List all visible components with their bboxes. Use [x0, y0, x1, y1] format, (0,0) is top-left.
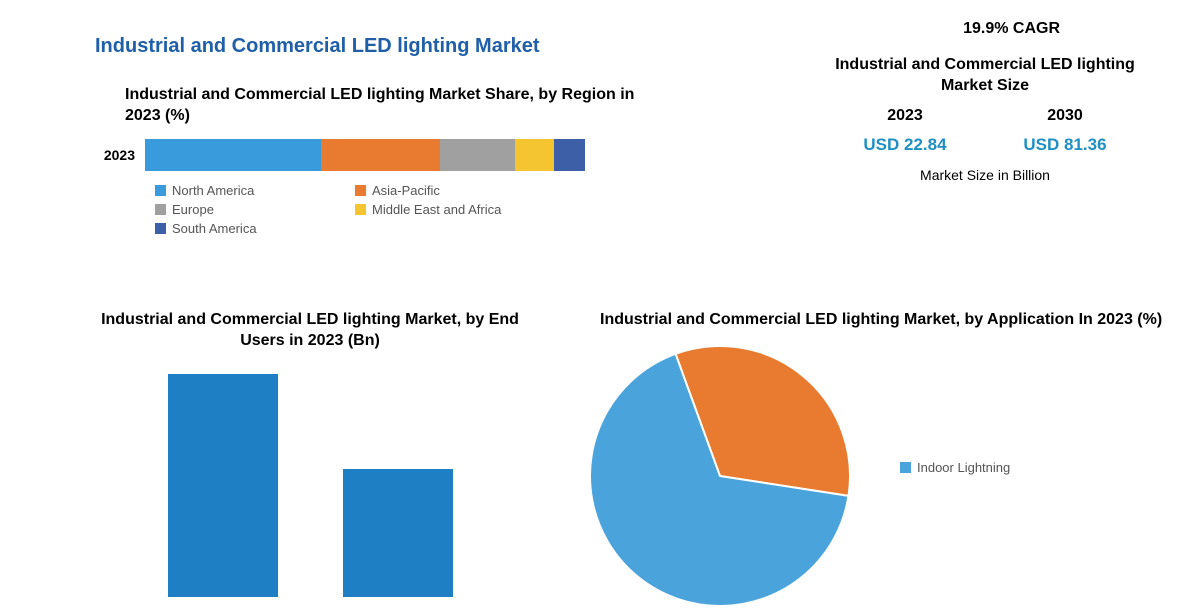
stacked-bar — [145, 139, 585, 171]
legend-label: South America — [172, 221, 257, 236]
market-size-years: 2023 2030 — [825, 107, 1145, 125]
stacked-segment — [440, 139, 515, 171]
legend-swatch — [900, 462, 911, 473]
legend-swatch — [355, 204, 366, 215]
legend-item: Europe — [155, 202, 315, 217]
legend-item: Indoor Lightning — [900, 460, 1060, 475]
legend-label: Indoor Lightning — [917, 460, 1010, 475]
legend-swatch — [355, 185, 366, 196]
legend-swatch — [155, 204, 166, 215]
market-size-year-a: 2023 — [887, 107, 923, 125]
legend-item: South America — [155, 221, 315, 236]
stacked-segment — [554, 139, 585, 171]
bar — [343, 469, 453, 596]
stacked-bar-legend: North America Asia-Pacific Europe Middle Ea… — [155, 183, 645, 236]
bar — [168, 374, 278, 596]
cagr-label: 19.9% CAGR — [963, 20, 1060, 38]
legend-item: North America — [155, 183, 315, 198]
bar-chart-title: Industrial and Commercial LED lighting M… — [95, 310, 525, 352]
bar-chart-section: Industrial and Commercial LED lighting M… — [95, 310, 525, 597]
stacked-bar-year: 2023 — [95, 147, 145, 163]
market-size-year-b: 2030 — [1047, 107, 1083, 125]
stacked-bar-section: Industrial and Commercial LED lighting M… — [95, 85, 645, 236]
pie-chart-legend: Indoor Lightning — [900, 460, 1060, 491]
market-size-value-a: USD 22.84 — [863, 135, 946, 155]
stacked-bar-title: Industrial and Commercial LED lighting M… — [125, 85, 645, 127]
stacked-bar-row: 2023 — [95, 139, 645, 171]
stacked-segment — [321, 139, 440, 171]
legend-item: Middle East and Africa — [355, 202, 515, 217]
legend-item: Asia-Pacific — [355, 183, 515, 198]
legend-label: North America — [172, 183, 254, 198]
pie-chart-title: Industrial and Commercial LED lighting M… — [600, 310, 1180, 331]
stacked-segment — [515, 139, 555, 171]
pie-chart — [590, 346, 850, 606]
market-size-value-b: USD 81.36 — [1023, 135, 1106, 155]
legend-swatch — [155, 185, 166, 196]
legend-label: Asia-Pacific — [372, 183, 440, 198]
market-size-values: USD 22.84 USD 81.36 — [825, 135, 1145, 155]
bar-chart — [95, 367, 525, 597]
stacked-segment — [145, 139, 321, 171]
legend-label: Middle East and Africa — [372, 202, 501, 217]
main-title: Industrial and Commercial LED lighting M… — [95, 35, 540, 58]
pie-chart-row: Indoor Lightning — [560, 346, 1180, 606]
market-size-unit: Market Size in Billion — [825, 167, 1145, 183]
pie-chart-section: Industrial and Commercial LED lighting M… — [560, 310, 1180, 606]
market-size-block: Industrial and Commercial LED lighting M… — [825, 55, 1145, 183]
market-size-title: Industrial and Commercial LED lighting M… — [825, 55, 1145, 97]
legend-swatch — [155, 223, 166, 234]
legend-label: Europe — [172, 202, 214, 217]
